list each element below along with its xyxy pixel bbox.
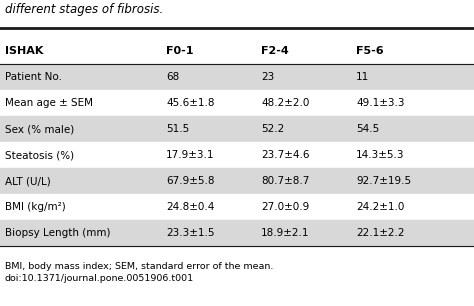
Text: Mean age ± SEM: Mean age ± SEM: [5, 98, 93, 108]
Text: 52.2: 52.2: [261, 124, 284, 134]
Text: 27.0±0.9: 27.0±0.9: [261, 202, 309, 212]
Text: F2-4: F2-4: [261, 46, 289, 56]
Text: 23.3±1.5: 23.3±1.5: [166, 228, 215, 238]
Text: 24.2±1.0: 24.2±1.0: [356, 202, 404, 212]
Text: 23: 23: [261, 72, 274, 82]
Text: 80.7±8.7: 80.7±8.7: [261, 176, 310, 186]
Bar: [0, 220, 474, 246]
Bar: [0, 116, 474, 142]
Text: Sex (% male): Sex (% male): [5, 124, 74, 134]
Text: BMI, body mass index; SEM, standard error of the mean.: BMI, body mass index; SEM, standard erro…: [5, 262, 273, 271]
Text: 54.5: 54.5: [356, 124, 379, 134]
Text: 14.3±5.3: 14.3±5.3: [356, 150, 404, 160]
Bar: [0, 90, 474, 116]
Text: ISHAK: ISHAK: [5, 46, 44, 56]
Text: 68: 68: [166, 72, 179, 82]
Text: F5-6: F5-6: [356, 46, 383, 56]
Text: different stages of fibrosis.: different stages of fibrosis.: [5, 3, 163, 16]
Text: 92.7±19.5: 92.7±19.5: [356, 176, 411, 186]
Bar: [0, 38, 474, 64]
Bar: [0, 194, 474, 220]
Text: 23.7±4.6: 23.7±4.6: [261, 150, 310, 160]
Bar: [0, 142, 474, 168]
Text: 67.9±5.8: 67.9±5.8: [166, 176, 215, 186]
Bar: [0, 64, 474, 90]
Text: Biopsy Length (mm): Biopsy Length (mm): [5, 228, 110, 238]
Text: ALT (U/L): ALT (U/L): [5, 176, 51, 186]
Text: Patient No.: Patient No.: [5, 72, 62, 82]
Text: 51.5: 51.5: [166, 124, 189, 134]
Text: F0-1: F0-1: [166, 46, 193, 56]
Text: 11: 11: [356, 72, 369, 82]
Text: BMI (kg/m²): BMI (kg/m²): [5, 202, 66, 212]
Bar: [0, 168, 474, 194]
Text: 17.9±3.1: 17.9±3.1: [166, 150, 215, 160]
Text: 45.6±1.8: 45.6±1.8: [166, 98, 215, 108]
Text: 24.8±0.4: 24.8±0.4: [166, 202, 214, 212]
Text: doi:10.1371/journal.pone.0051906.t001: doi:10.1371/journal.pone.0051906.t001: [5, 274, 194, 283]
Text: Steatosis (%): Steatosis (%): [5, 150, 74, 160]
Text: 18.9±2.1: 18.9±2.1: [261, 228, 310, 238]
Text: 48.2±2.0: 48.2±2.0: [261, 98, 310, 108]
Text: 22.1±2.2: 22.1±2.2: [356, 228, 404, 238]
Text: 49.1±3.3: 49.1±3.3: [356, 98, 404, 108]
